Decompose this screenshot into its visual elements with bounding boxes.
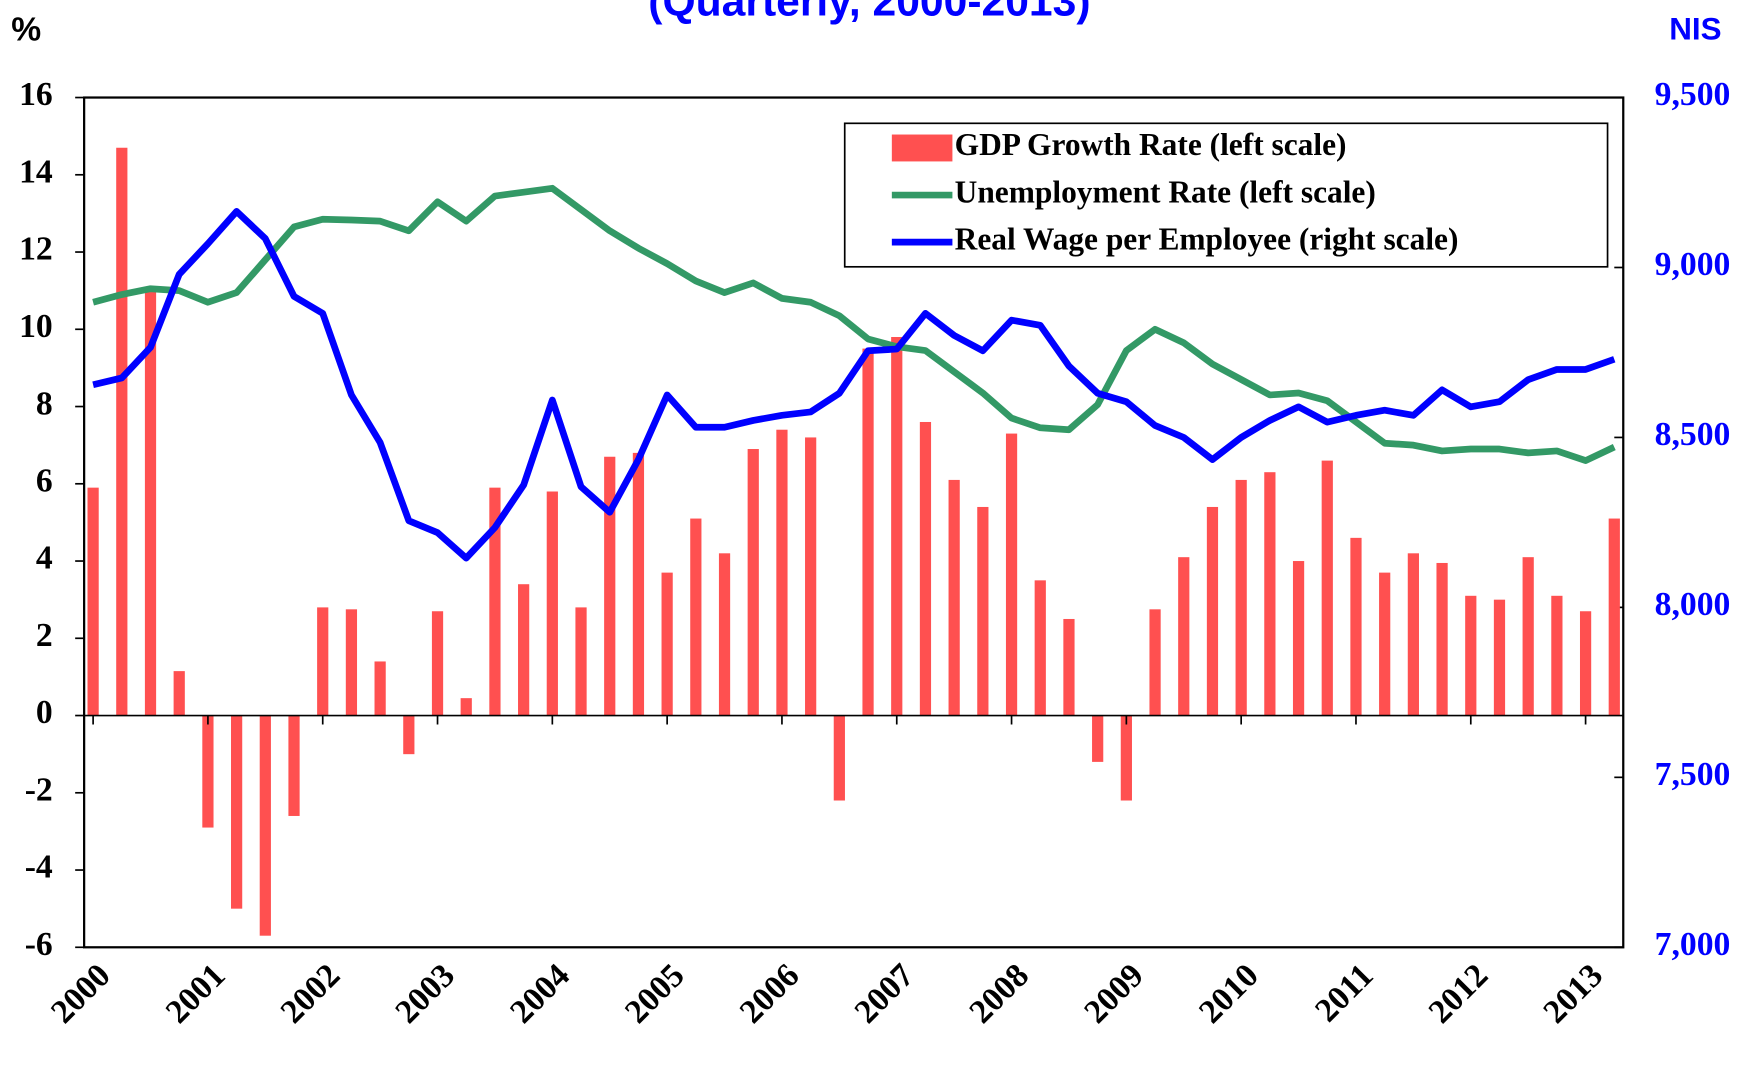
x-tick-label: 2011	[1308, 957, 1380, 1029]
x-tick-label: 2002	[274, 957, 348, 1031]
x-tick-label: 2003	[388, 957, 462, 1031]
bar	[891, 337, 903, 716]
bar	[431, 611, 444, 716]
y-axis-label: %	[11, 11, 41, 48]
bar	[718, 553, 731, 716]
bar	[1350, 537, 1362, 716]
y2-axis-label: NIS	[1669, 12, 1721, 47]
y2-tick-label: 7,000	[1655, 926, 1731, 963]
y-tick-label: 10	[19, 308, 53, 345]
bar	[632, 452, 645, 716]
bar	[948, 479, 960, 716]
bar	[403, 715, 415, 755]
x-tick-label: 2000	[44, 957, 118, 1031]
bar	[87, 487, 99, 716]
bar	[805, 437, 817, 716]
line	[92, 208, 1616, 562]
bar	[1379, 572, 1391, 716]
x-tick-label: 2009	[1077, 957, 1151, 1031]
y2-tick-label: 8,500	[1655, 416, 1731, 453]
bar	[489, 487, 501, 716]
y-tick-label: 6	[36, 463, 53, 500]
bar	[317, 607, 329, 716]
bar	[518, 584, 530, 716]
bar	[1436, 562, 1448, 716]
x-tick-label: 2004	[503, 957, 577, 1031]
bar	[776, 429, 788, 716]
bar	[116, 147, 128, 716]
bar	[862, 348, 874, 716]
x-tick-label: 2001	[159, 957, 233, 1031]
bar	[661, 572, 673, 716]
bar	[259, 715, 271, 936]
bar	[288, 715, 300, 816]
bar	[1120, 715, 1132, 801]
y-tick-label: 12	[19, 231, 53, 268]
y-tick-label: -2	[25, 772, 53, 809]
x-tick-label: 2010	[1192, 957, 1266, 1031]
bar	[546, 491, 558, 716]
bar	[1092, 715, 1104, 762]
bar	[977, 506, 989, 716]
bar	[345, 609, 358, 716]
bar	[1034, 580, 1046, 716]
bar	[1551, 595, 1563, 716]
x-tick-label: 2005	[618, 957, 692, 1031]
legend	[843, 122, 1609, 268]
bar	[604, 456, 616, 716]
y-tick-label: 14	[19, 154, 53, 191]
bar	[575, 607, 587, 716]
y-tick-label: -4	[25, 849, 53, 886]
bar	[1149, 609, 1161, 716]
y-tick-label: 0	[36, 694, 53, 731]
bar	[173, 671, 185, 716]
bar	[1264, 472, 1276, 716]
bar	[1206, 506, 1219, 716]
x-tick-label: 2007	[848, 957, 922, 1031]
y-tick-label: -6	[25, 926, 53, 963]
line	[92, 184, 1616, 464]
bar	[144, 290, 157, 716]
x-tick-label: 2006	[733, 957, 807, 1031]
bar	[1465, 595, 1477, 716]
y-tick-label: 8	[36, 385, 53, 422]
chart-title: (Quarterly, 2000-2013)	[648, 0, 1090, 26]
y-tick-label: 2	[36, 617, 53, 654]
y2-tick-label: 9,500	[1655, 76, 1731, 113]
legend-label: GDP Growth Rate (left scale)	[955, 127, 1347, 162]
legend-label: Unemployment Rate (left scale)	[955, 174, 1376, 209]
bar	[690, 518, 702, 716]
bar	[1178, 557, 1190, 716]
plot-frame	[83, 96, 1625, 949]
bar	[1292, 561, 1305, 716]
bar	[1407, 553, 1419, 716]
bar	[374, 661, 386, 716]
x-tick-label: 2012	[1422, 957, 1496, 1031]
x-tick-label: 2013	[1536, 957, 1610, 1031]
bar	[919, 421, 932, 716]
bar	[747, 449, 759, 716]
bar	[1005, 433, 1018, 716]
bar	[231, 715, 243, 909]
bar	[1608, 518, 1620, 716]
legend-swatch	[891, 134, 953, 162]
bar	[833, 715, 845, 801]
bar	[1579, 611, 1592, 716]
bar	[1063, 618, 1075, 716]
bar	[1522, 557, 1534, 716]
bar	[1493, 599, 1506, 716]
y-tick-label: 4	[36, 540, 53, 577]
legend-label: Real Wage per Employee (right scale)	[955, 221, 1459, 256]
bar	[202, 715, 214, 828]
y2-tick-label: 9,000	[1655, 246, 1731, 283]
y2-tick-label: 7,500	[1655, 756, 1731, 793]
bar	[460, 698, 472, 716]
bar	[1321, 460, 1333, 716]
bar	[1235, 479, 1247, 716]
y2-tick-label: 8,000	[1655, 586, 1731, 623]
y-tick-label: 16	[19, 76, 53, 113]
x-tick-label: 2008	[962, 957, 1036, 1031]
